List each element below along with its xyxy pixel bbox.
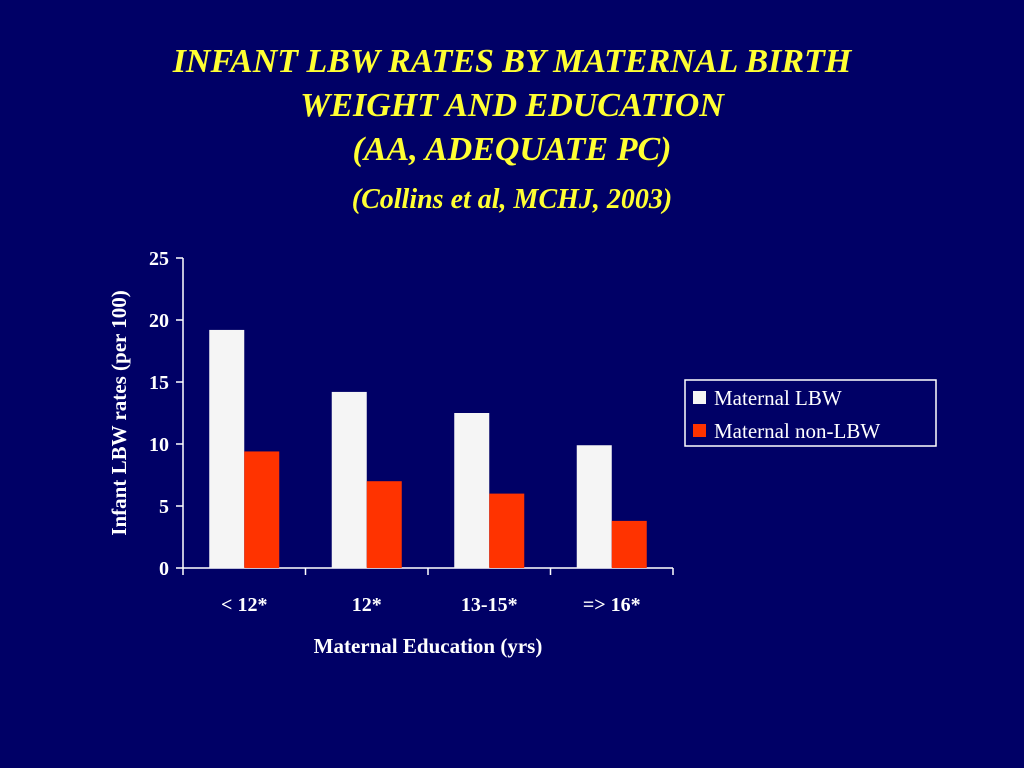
- bar-maternal-non-lbw: [489, 493, 525, 568]
- y-tick-label: 0: [159, 558, 169, 580]
- y-tick-label: 20: [149, 310, 169, 332]
- bar-maternal-lbw: [209, 329, 245, 568]
- x-axis-title: Maternal Education (yrs): [314, 634, 543, 658]
- x-tick-label: 13-15*: [461, 594, 518, 616]
- legend-swatch: [693, 424, 706, 437]
- title-citation: (Collins et al, MCHJ, 2003): [351, 184, 673, 215]
- legend-box: [684, 379, 937, 447]
- bar-maternal-lbw: [576, 445, 612, 568]
- y-tick-label: 15: [149, 372, 169, 394]
- legend-label: Maternal non-LBW: [714, 419, 880, 443]
- bar-maternal-non-lbw: [244, 451, 280, 568]
- title-line-3: (AA, ADEQUATE PC): [352, 131, 672, 168]
- legend-swatch: [693, 391, 706, 404]
- bar-maternal-lbw: [454, 413, 490, 568]
- slide-title: INFANT LBW RATES BY MATERNAL BIRTH WEIGH…: [0, 40, 1024, 218]
- y-tick-label: 10: [149, 434, 169, 456]
- x-tick-label: => 16*: [583, 594, 641, 616]
- y-axis-title: Infant LBW rates (per 100): [107, 290, 131, 535]
- title-line-2: WEIGHT AND EDUCATION: [300, 87, 724, 124]
- legend-label: Maternal LBW: [714, 386, 842, 410]
- y-tick-label: 5: [159, 496, 169, 518]
- bar-maternal-non-lbw: [366, 481, 402, 568]
- bar-maternal-non-lbw: [611, 520, 647, 568]
- x-tick-label: 12*: [352, 594, 382, 616]
- x-tick-label: < 12*: [221, 594, 267, 616]
- y-tick-label: 25: [149, 248, 169, 270]
- title-line-1: INFANT LBW RATES BY MATERNAL BIRTH: [172, 43, 852, 80]
- bar-maternal-lbw: [331, 391, 367, 568]
